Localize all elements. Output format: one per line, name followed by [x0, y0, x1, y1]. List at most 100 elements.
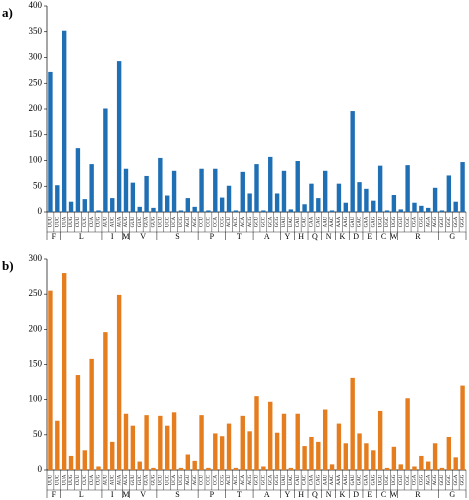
- x-tick-label: UGG: [392, 216, 397, 227]
- bar: [158, 415, 163, 470]
- x-tick-label: AUU: [104, 216, 109, 227]
- x-tick-label: ACU: [227, 216, 232, 227]
- x-tick-label: AUA: [117, 216, 122, 227]
- y-tick-label: 50: [33, 180, 43, 190]
- x-tick-label: AAC: [330, 474, 335, 485]
- bar: [268, 156, 273, 212]
- x-tick-label: UGU: [378, 216, 383, 227]
- group-label: C: [381, 490, 386, 499]
- bar: [419, 205, 424, 212]
- bar: [309, 436, 314, 470]
- x-tick-label: ACA: [241, 474, 246, 485]
- bar: [446, 175, 452, 212]
- bar: [96, 466, 101, 470]
- x-tick-label: AGA: [426, 474, 431, 485]
- group-label: L: [79, 232, 84, 241]
- group-label: V: [140, 232, 146, 241]
- x-tick-label: AUG: [124, 216, 129, 227]
- bar: [419, 455, 424, 470]
- x-tick-label: CCU: [200, 474, 205, 485]
- bar: [343, 443, 348, 470]
- x-tick-label: UAU: [282, 474, 287, 485]
- panel-label: b): [2, 258, 14, 273]
- x-tick-label: UUA: [62, 474, 67, 485]
- bar: [254, 396, 259, 470]
- bar: [233, 467, 239, 470]
- bar: [343, 202, 348, 212]
- bar: [336, 183, 342, 212]
- bar: [240, 171, 245, 212]
- x-tick-label: AAG: [344, 216, 349, 227]
- bar: [377, 410, 383, 470]
- bar: [322, 409, 328, 470]
- x-tick-label: UUA: [62, 216, 67, 227]
- x-tick-label: GUA: [145, 474, 150, 485]
- x-tick-label: UGU: [378, 474, 383, 485]
- bar: [130, 425, 136, 470]
- bar: [336, 423, 342, 470]
- bar: [158, 157, 163, 212]
- x-tick-label: GAU: [351, 216, 356, 227]
- bar: [371, 450, 376, 470]
- x-tick-label: UCG: [179, 474, 184, 485]
- bar: [130, 182, 136, 212]
- bar: [192, 460, 197, 470]
- x-tick-label: UUC: [55, 216, 60, 227]
- group-label: A: [264, 490, 270, 499]
- group-label: N: [326, 232, 332, 241]
- x-tick-label: GAC: [358, 474, 363, 485]
- bar: [426, 207, 431, 212]
- x-tick-label: GUU: [131, 474, 136, 485]
- x-tick-label: CGU: [399, 474, 404, 485]
- bar: [171, 412, 177, 470]
- group-label: Q: [312, 232, 318, 241]
- bar: [206, 210, 211, 212]
- x-tick-label: CGA: [413, 216, 418, 227]
- x-tick-label: GCG: [275, 474, 280, 485]
- y-tick-label: 200: [29, 323, 43, 333]
- bar: [171, 170, 177, 212]
- bar: [453, 457, 458, 470]
- x-tick-label: UAC: [289, 474, 294, 485]
- bar: [68, 201, 74, 212]
- bar: [391, 195, 397, 212]
- x-tick-label: GCA: [268, 216, 273, 227]
- y-tick-label: 400: [29, 0, 43, 10]
- x-tick-label: UGC: [385, 474, 390, 485]
- group-label: M: [122, 490, 129, 499]
- x-tick-label: GCA: [268, 474, 273, 485]
- x-tick-label: CCA: [213, 216, 218, 227]
- bar: [103, 332, 108, 470]
- group-label: D: [353, 490, 359, 499]
- group-label: E: [367, 232, 372, 241]
- group-label: Y: [285, 232, 291, 241]
- x-tick-label: ACU: [227, 474, 232, 485]
- group-label: K: [339, 490, 345, 499]
- bar: [89, 358, 94, 470]
- group-label: G: [449, 490, 455, 499]
- bar: [165, 195, 170, 212]
- group-label: H: [298, 232, 304, 241]
- group-label: F: [52, 490, 57, 499]
- bar: [48, 290, 53, 470]
- x-tick-label: AGG: [433, 216, 438, 227]
- bar: [439, 210, 445, 212]
- x-tick-label: GCC: [262, 474, 267, 485]
- bar: [219, 197, 225, 212]
- bar: [371, 200, 376, 212]
- x-tick-label: GUA: [145, 216, 150, 227]
- bar: [302, 204, 307, 212]
- x-tick-label: CGG: [419, 474, 424, 485]
- bar: [329, 464, 335, 470]
- bar: [61, 30, 67, 212]
- x-tick-label: CUC: [83, 216, 88, 227]
- bar: [281, 413, 287, 470]
- bar: [123, 413, 129, 470]
- y-tick-label: 0: [38, 464, 43, 474]
- bar: [384, 467, 390, 470]
- bar: [116, 61, 122, 213]
- x-tick-label: ACA: [241, 216, 246, 227]
- x-tick-label: CAA: [310, 474, 315, 485]
- bar: [82, 199, 87, 212]
- bar: [439, 467, 445, 470]
